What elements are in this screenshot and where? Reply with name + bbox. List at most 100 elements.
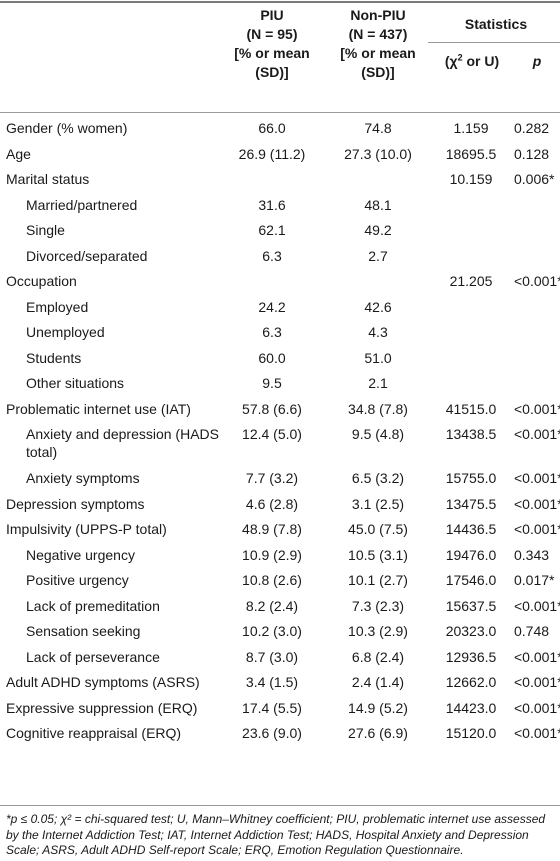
table-row: Depression symptoms 4.6 (2.8) 3.1 (2.5) 134… — [0, 492, 560, 518]
row-label: Other situations — [26, 375, 125, 391]
table-body: Gender (% women) 66.0 74.8 1.159 0.282 Age 26.… — [0, 116, 560, 747]
row-label: Unemployed — [26, 324, 105, 340]
cell-p-value: <0.001* — [514, 699, 560, 716]
cell-piu: 12.4 (5.0) — [242, 426, 302, 442]
cell-p-value: <0.001* — [514, 521, 560, 537]
table-row: Marital status 10.159 0.006* — [0, 167, 560, 193]
cell-p-value: 0.017* — [514, 572, 555, 588]
cell-p-value: <0.001* — [514, 725, 560, 741]
table-footnote: *p ≤ 0.05; χ² = chi-squared test; U, Man… — [6, 812, 546, 857]
cell-non-piu: 6.8 (2.4) — [351, 648, 405, 665]
cell-non-piu: 10.5 (3.1) — [348, 546, 408, 563]
cell-p-value: <0.001* — [514, 674, 560, 690]
row-label: Divorced/separated — [26, 247, 148, 264]
cell-statistic: 1.159 — [453, 120, 489, 136]
cell-piu: 3.4 (1.5) — [245, 674, 299, 690]
row-label: Employed — [26, 298, 89, 315]
cell-p-value: <0.001* — [514, 426, 560, 442]
table-row: Positive urgency 10.8 (2.6) 10.1 (2.7) 1754… — [0, 568, 560, 594]
table-row: Age 26.9 (11.2) 27.3 (10.0) 18695.5 0.128 — [0, 142, 560, 168]
cell-non-piu: 10.1 (2.7) — [348, 572, 408, 588]
cell-non-piu: 10.3 (2.9) — [348, 623, 408, 639]
cell-non-piu: 49.2 — [364, 222, 392, 238]
row-label: Depression symptoms — [6, 495, 145, 512]
cell-statistic: 17546.0 — [445, 572, 497, 588]
header-p: p — [532, 53, 542, 69]
cell-non-piu: 2.7 — [368, 247, 388, 264]
row-label: Sensation seeking — [26, 623, 141, 639]
table-row: Lack of premeditation 8.2 (2.4) 7.3 (2.3) 1… — [0, 594, 560, 620]
cell-piu: 23.6 (9.0) — [242, 725, 302, 741]
cell-statistic: 14423.0 — [445, 699, 497, 716]
header-non-unit2: (SD)] — [361, 64, 395, 80]
row-label: Married/partnered — [26, 196, 138, 213]
cell-piu: 31.6 — [258, 196, 286, 213]
row-label: Negative urgency — [26, 546, 135, 563]
row-label: Cognitive reappraisal (ERQ) — [6, 725, 182, 741]
cell-piu: 4.6 (2.8) — [245, 495, 299, 512]
table-row: Cognitive reappraisal (ERQ) 23.6 (9.0) 27.… — [0, 721, 560, 747]
header-chi-sup: 2 — [457, 52, 463, 63]
cell-statistic: 10.159 — [449, 171, 493, 187]
cell-non-piu: 7.3 (2.3) — [351, 597, 405, 614]
cell-non-piu: 2.1 — [368, 375, 388, 391]
row-label: Impulsivity (UPPS-P total) — [6, 521, 167, 537]
cell-piu: 6.3 — [262, 247, 282, 264]
table-row: Negative urgency 10.9 (2.9) 10.5 (3.1) 1947… — [0, 543, 560, 569]
cell-statistic: 15120.0 — [445, 725, 497, 741]
row-label: Adult ADHD symptoms (ASRS) — [6, 674, 200, 690]
header-piu-unit: [% or mean — [234, 45, 310, 61]
table-row: Lack of perseverance 8.7 (3.0) 6.8 (2.4) 12… — [0, 645, 560, 671]
row-label: Single — [26, 222, 65, 238]
cell-p-value: 0.282 — [514, 120, 550, 136]
cell-non-piu: 6.5 (3.2) — [351, 470, 405, 486]
cell-non-piu: 2.4 (1.4) — [351, 674, 405, 690]
cell-piu: 57.8 (6.6) — [242, 400, 302, 417]
cell-piu: 8.2 (2.4) — [245, 597, 299, 614]
cell-piu: 48.9 (7.8) — [242, 521, 302, 537]
table-row: Other situations 9.5 2.1 — [0, 371, 560, 397]
cell-non-piu: 42.6 — [364, 298, 392, 315]
cell-p-value: 0.748 — [514, 623, 550, 639]
table-row: Single 62.1 49.2 — [0, 218, 560, 244]
row-label: Positive urgency — [26, 572, 129, 588]
cell-p-value: <0.001* — [514, 648, 560, 665]
row-label: Age — [6, 145, 31, 162]
table-row: Gender (% women) 66.0 74.8 1.159 0.282 — [0, 116, 560, 142]
header-chi-rest: or U) — [462, 53, 500, 69]
table-row: Employed 24.2 42.6 — [0, 295, 560, 321]
cell-piu: 66.0 — [258, 120, 286, 136]
cell-statistic: 21.205 — [449, 273, 493, 289]
cell-piu: 60.0 — [258, 349, 286, 366]
cell-piu: 62.1 — [258, 222, 286, 238]
cell-non-piu: 9.5 (4.8) — [351, 426, 405, 442]
header-non-piu: Non-PIU (N = 437) [% or mean (SD)] — [324, 6, 432, 82]
footer-rule — [0, 805, 560, 806]
header-statistics: Statistics — [464, 16, 528, 32]
table-row: Impulsivity (UPPS-P total) 48.9 (7.8) 45.0… — [0, 517, 560, 543]
header-non-n: (N = 437) — [348, 26, 408, 42]
table-row: Students 60.0 51.0 — [0, 346, 560, 372]
cell-piu: 6.3 — [262, 324, 282, 340]
cell-non-piu: 51.0 — [364, 349, 392, 366]
cell-statistic: 41515.0 — [445, 400, 497, 417]
cell-statistic: 15755.0 — [445, 470, 497, 486]
cell-statistic: 15637.5 — [445, 597, 497, 614]
cell-non-piu: 27.6 (6.9) — [348, 725, 408, 741]
table-row: Adult ADHD symptoms (ASRS) 3.4 (1.5) 2.4 (… — [0, 670, 560, 696]
row-label: Gender (% women) — [6, 120, 128, 136]
cell-p-value: 0.006* — [514, 171, 555, 187]
row-label: Marital status — [6, 171, 90, 187]
header-piu-unit2: (SD)] — [255, 64, 289, 80]
table-row: Divorced/separated 6.3 2.7 — [0, 244, 560, 270]
cell-piu: 10.2 (3.0) — [242, 623, 302, 639]
cell-piu: 17.4 (5.5) — [242, 699, 302, 716]
statistics-sub-rule — [428, 42, 560, 43]
cell-non-piu: 4.3 — [368, 324, 388, 340]
cell-p-value: <0.001* — [514, 273, 560, 289]
cell-non-piu: 48.1 — [364, 196, 392, 213]
header-rule — [0, 112, 560, 113]
row-label: Anxiety and depression (HADS total) — [26, 426, 219, 460]
cell-p-value: <0.001* — [514, 495, 560, 512]
cell-piu: 9.5 — [262, 375, 282, 391]
